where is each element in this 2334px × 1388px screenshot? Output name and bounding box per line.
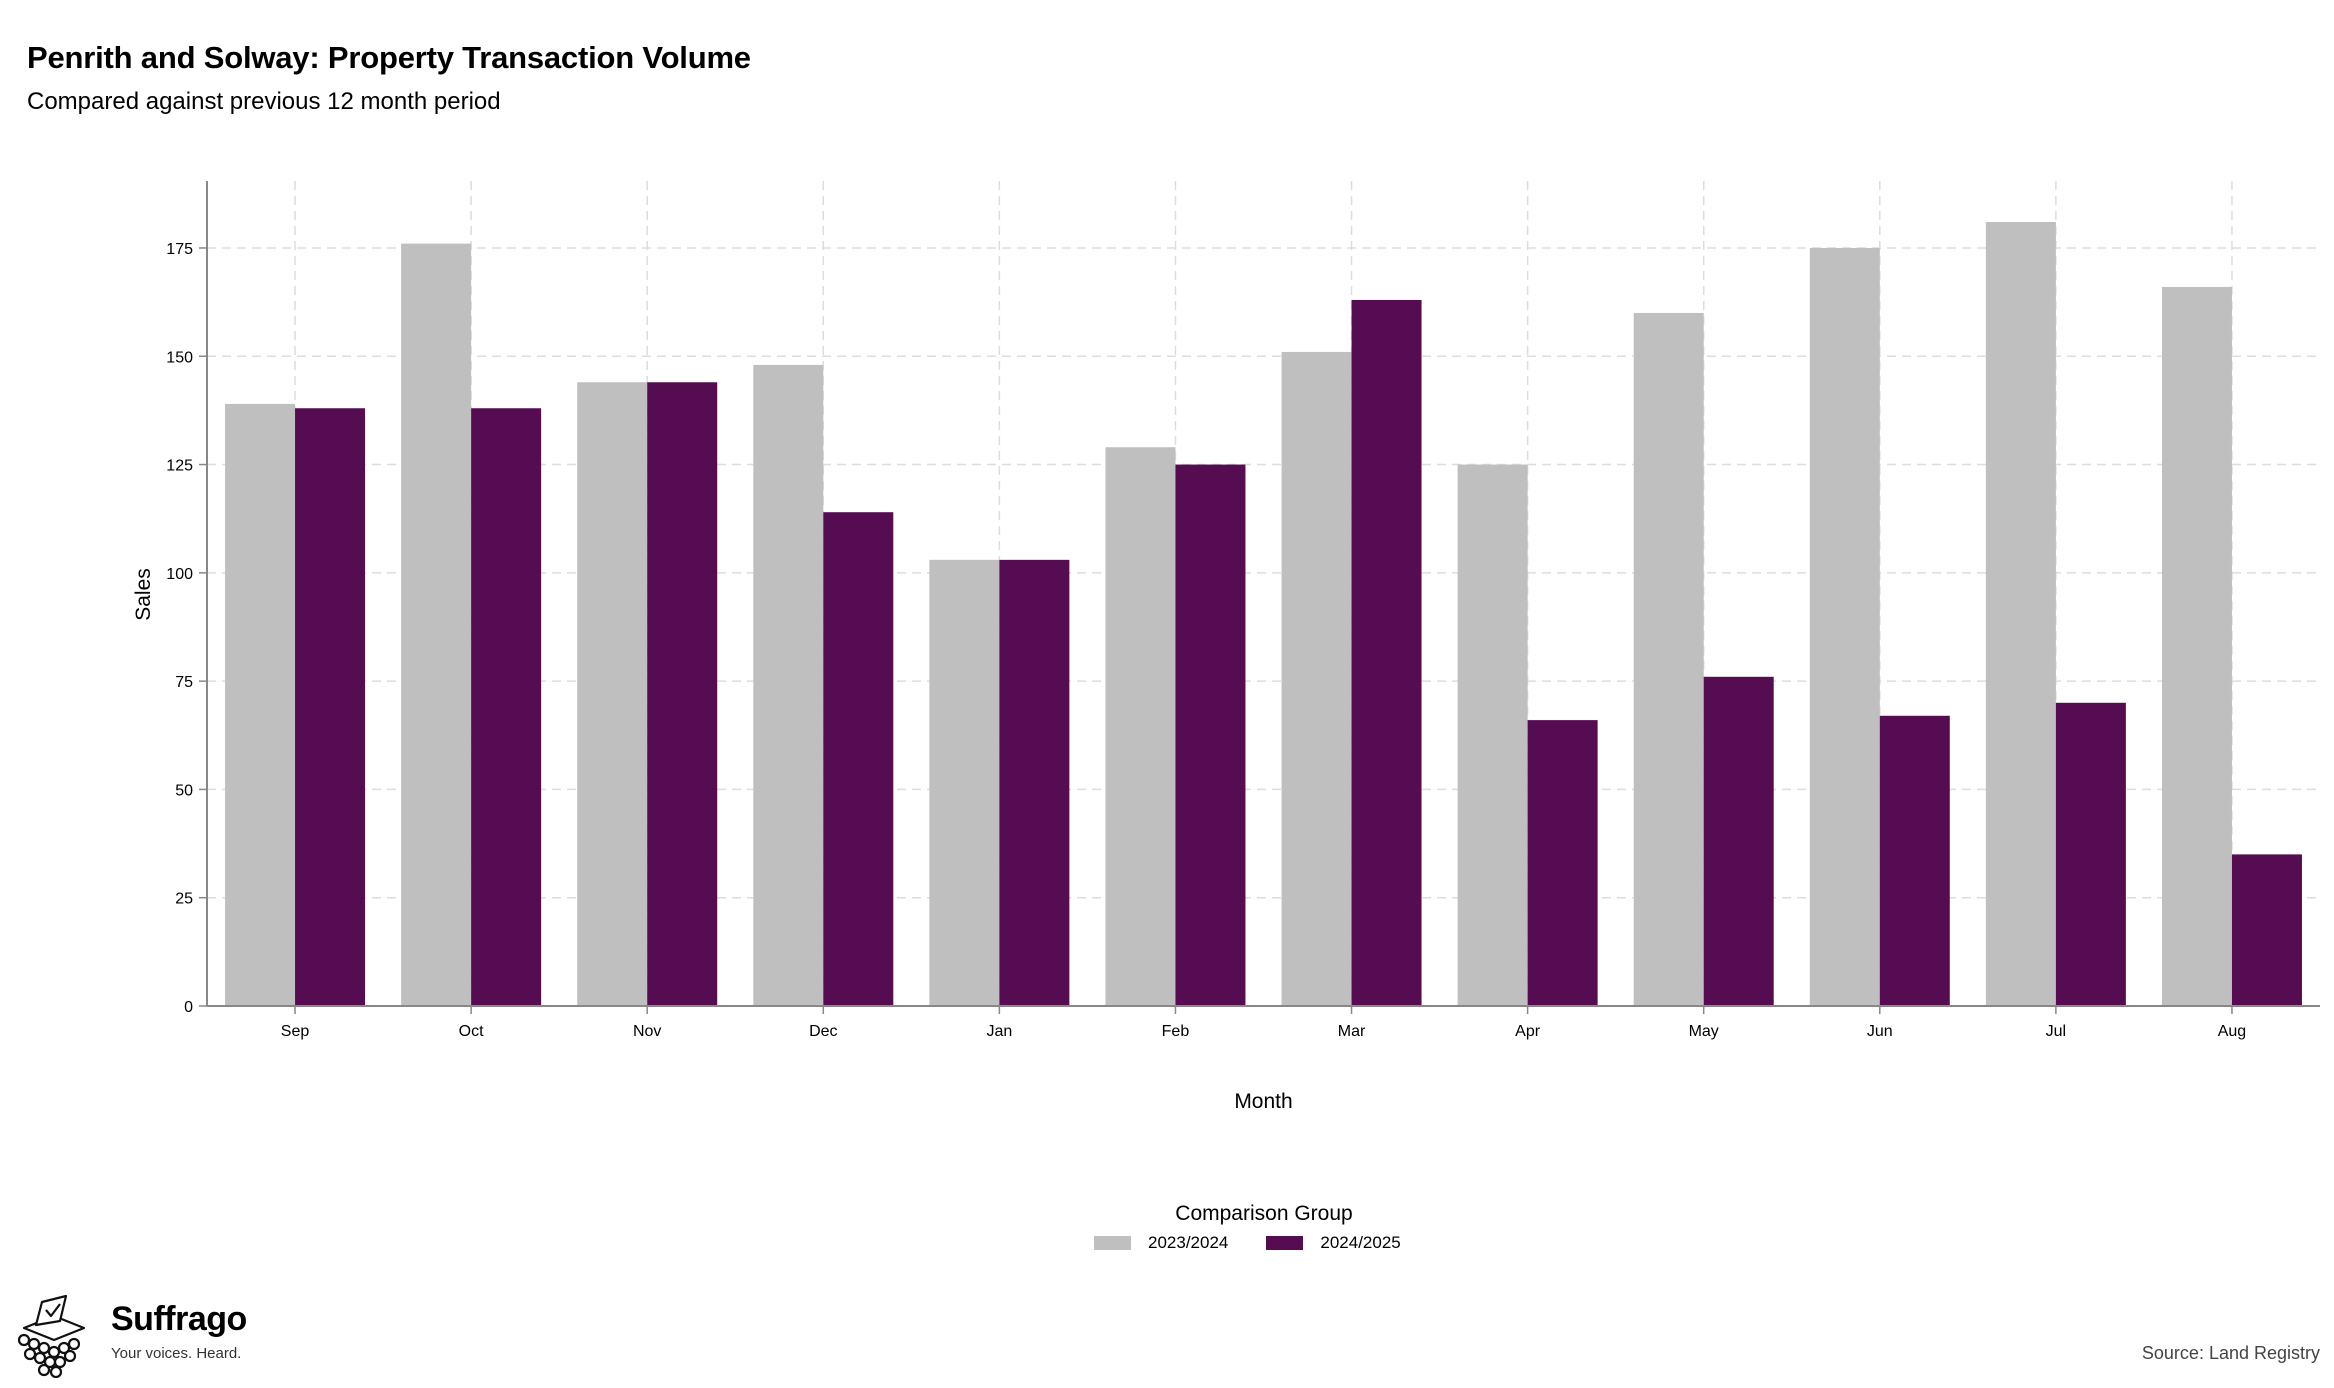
chart-title: Penrith and Solway: Property Transaction… bbox=[27, 40, 751, 75]
bar-2024-2025 bbox=[1527, 720, 1598, 1006]
brand-name: Suffrago bbox=[111, 1300, 247, 1338]
y-tick-label: 25 bbox=[175, 891, 193, 908]
x-axis-title: Month bbox=[1234, 1090, 1292, 1113]
bar-2023-2024 bbox=[225, 403, 296, 1006]
bar-2024-2025 bbox=[999, 559, 1070, 1006]
x-tick-label: Dec bbox=[809, 1023, 837, 1040]
y-tick-label: 100 bbox=[166, 566, 193, 583]
legend-item-2024-2025: 2024/2025 bbox=[1266, 1233, 1401, 1253]
brand-tagline: Your voices. Heard. bbox=[111, 1345, 242, 1362]
bar-2023-2024 bbox=[1633, 312, 1704, 1006]
bar-2023-2024 bbox=[1105, 447, 1176, 1006]
bar-2023-2024 bbox=[753, 364, 824, 1006]
source-note: Source: Land Registry bbox=[2141, 1343, 2320, 1363]
y-tick-label: 125 bbox=[166, 458, 193, 475]
bar-2023-2024 bbox=[929, 559, 1000, 1006]
bar-2023-2024 bbox=[577, 382, 648, 1006]
x-tick-label: Nov bbox=[633, 1023, 661, 1040]
x-tick-label: Aug bbox=[2218, 1023, 2246, 1040]
chart-subtitle: Compared against previous 12 month perio… bbox=[27, 88, 501, 115]
bar-2023-2024 bbox=[1985, 221, 2056, 1007]
bar-2024-2025 bbox=[2055, 702, 2126, 1006]
x-tick-label: Jul bbox=[2046, 1023, 2066, 1040]
bar-2023-2024 bbox=[1281, 351, 1352, 1006]
legend-swatch-2023-2024 bbox=[1094, 1236, 1131, 1250]
bar-2024-2025 bbox=[823, 512, 894, 1006]
y-axis-title: Sales bbox=[132, 568, 155, 621]
bar-2024-2025 bbox=[471, 408, 542, 1007]
bar-2024-2025 bbox=[1351, 299, 1422, 1006]
x-tick-label: Oct bbox=[459, 1023, 484, 1040]
legend-swatch-2024-2025 bbox=[1266, 1236, 1304, 1250]
x-tick-label: Mar bbox=[1338, 1023, 1366, 1040]
bar-2024-2025 bbox=[1703, 676, 1774, 1006]
bar-2024-2025 bbox=[1879, 715, 1950, 1006]
bar-2024-2025 bbox=[647, 382, 718, 1006]
legend-item-2023-2024: 2023/2024 bbox=[1094, 1233, 1228, 1253]
x-tick-label: Feb bbox=[1162, 1023, 1190, 1040]
legend-title: Comparison Group bbox=[1175, 1202, 1353, 1225]
bar-2024-2025 bbox=[295, 408, 366, 1007]
x-tick-label: May bbox=[1689, 1023, 1719, 1040]
bar-2023-2024 bbox=[1457, 464, 1528, 1007]
bar-2024-2025 bbox=[2231, 854, 2302, 1006]
legend-label-2023-2024: 2023/2024 bbox=[1148, 1233, 1229, 1252]
y-tick-label: 50 bbox=[175, 782, 193, 799]
y-tick-label: 150 bbox=[166, 349, 193, 366]
y-tick-label: 75 bbox=[175, 674, 193, 691]
x-tick-label: Apr bbox=[1515, 1023, 1541, 1040]
x-tick-label: Sep bbox=[281, 1023, 310, 1040]
legend: 2023/2024 2024/2025 bbox=[1094, 1233, 1439, 1253]
x-tick-label: Jun bbox=[1867, 1023, 1893, 1040]
bar-2023-2024 bbox=[401, 243, 472, 1007]
bar-2023-2024 bbox=[2161, 286, 2232, 1006]
bar-chart: 0 25 50 75 100 125 150 175 Sep Oct Nov Dec Jan Feb Mar… bbox=[132, 181, 2320, 1113]
y-tick-label: 175 bbox=[166, 241, 193, 258]
y-tick-label: 0 bbox=[184, 999, 193, 1016]
bar-2023-2024 bbox=[1809, 247, 1880, 1006]
bar-2024-2025 bbox=[1175, 464, 1246, 1007]
x-tick-label: Jan bbox=[986, 1023, 1012, 1040]
legend-label-2024-2025: 2024/2025 bbox=[1320, 1233, 1401, 1252]
ballot-box-icon bbox=[17, 1294, 86, 1378]
